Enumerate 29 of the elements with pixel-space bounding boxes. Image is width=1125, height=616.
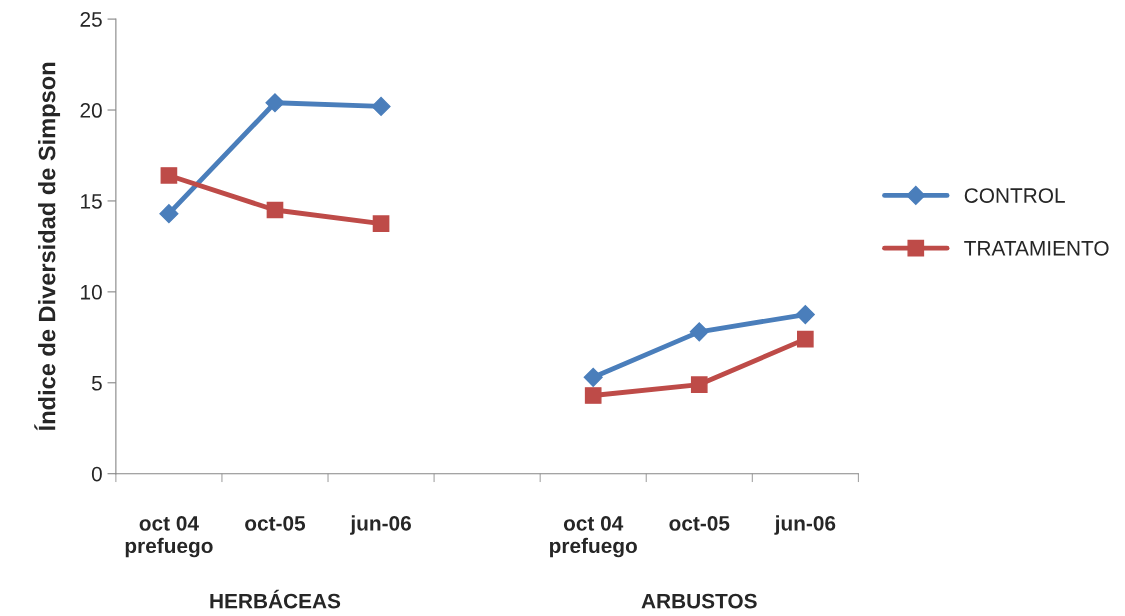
y-axis-title: Índice de Diversidad de Simpson <box>34 62 61 431</box>
text: ARBUSTOS <box>641 593 757 609</box>
y-tick-label: 25 <box>80 12 102 27</box>
y-tick-label: 15 <box>81 194 102 209</box>
text: HERBÁCEAS <box>210 589 341 609</box>
y-tick-label: 5 <box>91 376 102 391</box>
point <box>583 367 603 387</box>
y-tick-label: 0 <box>91 466 102 482</box>
point <box>690 376 708 393</box>
legend-label: CONTROL <box>964 188 1065 203</box>
point <box>160 167 178 184</box>
x-tick-label: jun-06 <box>774 515 836 535</box>
x-tick-label: oct-05 <box>669 515 730 531</box>
point <box>689 322 709 342</box>
x-tick-label: jun-06 <box>350 515 411 535</box>
point <box>797 330 814 348</box>
legend-label: TRATAMIENTO <box>964 240 1109 256</box>
point <box>266 201 284 219</box>
point <box>159 204 179 224</box>
x-tick-label: oct 04 prefuego <box>550 515 637 558</box>
y-tick-label: 10 <box>81 284 102 300</box>
point <box>372 215 390 233</box>
point <box>265 93 285 113</box>
point <box>795 305 815 325</box>
y-tick-label: 20 <box>80 103 102 118</box>
point <box>371 96 391 116</box>
x-tick-label: oct 04 prefuego <box>125 515 213 558</box>
point <box>584 387 602 404</box>
x-tick-label: oct-05 <box>245 515 306 531</box>
